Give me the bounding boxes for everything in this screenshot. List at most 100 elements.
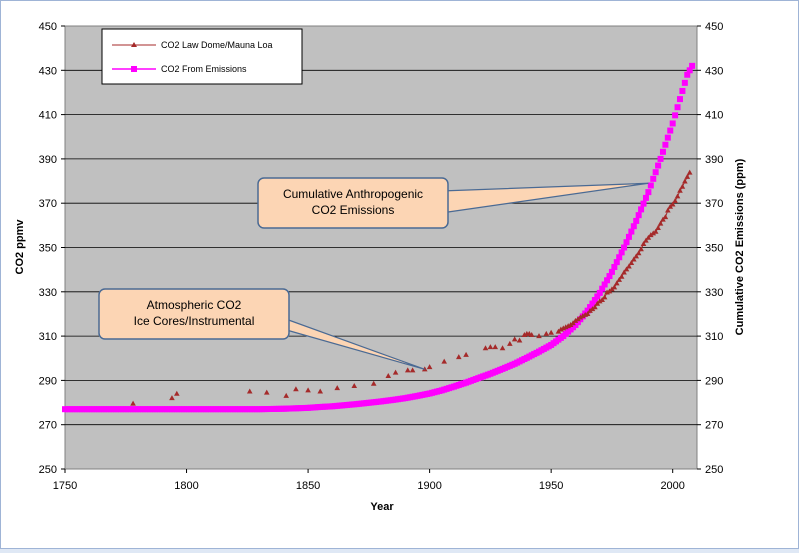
data-point-emissions <box>633 217 640 224</box>
data-point-emissions <box>618 249 625 256</box>
data-point-law-dome <box>616 276 623 282</box>
data-point-law-dome <box>665 207 671 213</box>
data-point-emissions <box>674 104 681 111</box>
legend-marker-square <box>131 66 137 72</box>
data-point-emissions <box>662 141 669 148</box>
data-point-law-dome <box>426 364 433 370</box>
data-point-law-dome <box>669 201 676 207</box>
data-point-law-dome <box>635 250 642 256</box>
data-point-emissions <box>657 155 664 162</box>
data-point-emissions <box>689 62 696 69</box>
legend-box <box>101 28 303 85</box>
data-point-emissions <box>664 134 671 141</box>
legend-label-emissions: CO2 From Emissions <box>161 64 247 74</box>
y-tick-label-left: 410 <box>39 110 57 122</box>
data-point-emissions <box>676 96 683 103</box>
data-point-law-dome <box>482 345 489 351</box>
data-point-emissions <box>601 281 608 288</box>
data-point-law-dome <box>455 354 462 360</box>
data-point-law-dome <box>283 392 289 398</box>
y-tick-label-left: 450 <box>39 21 57 33</box>
data-point-law-dome <box>543 330 550 336</box>
data-point-law-dome <box>463 351 469 357</box>
data-point-law-dome <box>169 395 175 401</box>
x-tick-label: 1750 <box>53 480 77 492</box>
y-tick-label-right: 330 <box>705 287 723 299</box>
y-tick-label-left: 390 <box>39 154 57 166</box>
data-point-law-dome <box>684 173 691 179</box>
data-point-emissions <box>621 244 628 251</box>
data-point-emissions <box>640 200 647 207</box>
y-tick-label-right: 410 <box>705 110 723 122</box>
data-point-law-dome <box>575 316 581 322</box>
data-point-law-dome <box>652 228 659 234</box>
data-point-law-dome <box>640 240 647 246</box>
data-point-law-dome <box>633 253 640 259</box>
callout-atmospheric-co2: Atmospheric CO2 Ice Cores/Instrumental <box>98 288 425 370</box>
data-point-emissions <box>635 212 642 219</box>
data-point-law-dome <box>528 331 535 337</box>
data-point-emissions <box>584 307 591 314</box>
data-point-law-dome <box>650 230 657 236</box>
y-tick-label-right: 350 <box>705 243 723 255</box>
data-point-law-dome <box>674 193 681 199</box>
data-point-law-dome <box>686 169 693 175</box>
y-tick-label-right: 450 <box>705 21 723 33</box>
data-point-law-dome <box>596 298 603 304</box>
data-point-emissions <box>669 120 676 127</box>
series-co2-law-dome-mauna-loa <box>130 169 693 406</box>
data-point-law-dome <box>577 314 584 320</box>
y-tick-label-left: 430 <box>39 65 57 77</box>
data-point-law-dome <box>334 385 341 391</box>
data-point-law-dome <box>548 329 554 335</box>
data-point-emissions <box>667 127 674 134</box>
data-point-emissions <box>655 162 662 169</box>
y-tick-label-right: 250 <box>705 464 723 476</box>
data-point-emissions <box>628 228 635 235</box>
y-tick-label-left: 270 <box>39 420 57 432</box>
data-point-law-dome <box>611 284 618 290</box>
data-point-emissions <box>587 304 594 311</box>
data-point-law-dome <box>492 344 499 350</box>
y-axis-left-label: CO2 ppmv <box>14 219 26 275</box>
data-point-law-dome <box>572 317 579 323</box>
data-point-emissions <box>659 148 666 155</box>
data-point-law-dome <box>682 178 688 184</box>
data-point-emissions <box>611 263 618 270</box>
data-point-emissions <box>652 169 659 176</box>
callout-line-1: Cumulative Anthropogenic <box>283 187 423 201</box>
data-point-emissions <box>625 233 632 240</box>
data-point-law-dome <box>638 246 644 252</box>
data-point-emissions <box>630 223 637 230</box>
x-tick-label: 2000 <box>660 480 684 492</box>
y-tick-label-right: 270 <box>705 420 723 432</box>
data-point-law-dome <box>174 390 180 396</box>
data-point-law-dome <box>579 313 586 319</box>
data-point-law-dome <box>351 382 358 388</box>
data-point-law-dome <box>263 389 270 395</box>
data-point-emissions <box>613 259 620 266</box>
data-point-emissions <box>638 206 645 213</box>
data-point-law-dome <box>621 269 627 275</box>
x-axis-label: Year <box>370 501 394 513</box>
data-point-law-dome <box>404 367 411 373</box>
data-point-emissions <box>686 67 693 74</box>
data-point-law-dome <box>631 256 637 262</box>
data-point-emissions <box>642 194 649 201</box>
y-axis-right-label: Cumulative CO2 Emissions (ppm) <box>734 158 746 335</box>
x-tick-label: 1950 <box>539 480 563 492</box>
x-tick-label: 1850 <box>296 480 320 492</box>
data-point-law-dome <box>592 304 598 310</box>
callout-line-1: Atmospheric CO2 <box>147 298 242 312</box>
legend-item-law-dome: CO2 Law Dome/Mauna Loa <box>112 40 273 50</box>
y-tick-label-left: 290 <box>39 375 57 387</box>
data-point-law-dome <box>645 234 652 240</box>
data-point-emissions <box>608 268 615 275</box>
data-point-emissions <box>647 182 654 189</box>
data-point-law-dome <box>679 183 686 189</box>
data-point-law-dome <box>370 380 377 386</box>
data-point-emissions <box>606 273 613 280</box>
y-axis-right-ticks: 250 270 290 310 330 350 370 390 410 430 450 <box>697 21 723 476</box>
